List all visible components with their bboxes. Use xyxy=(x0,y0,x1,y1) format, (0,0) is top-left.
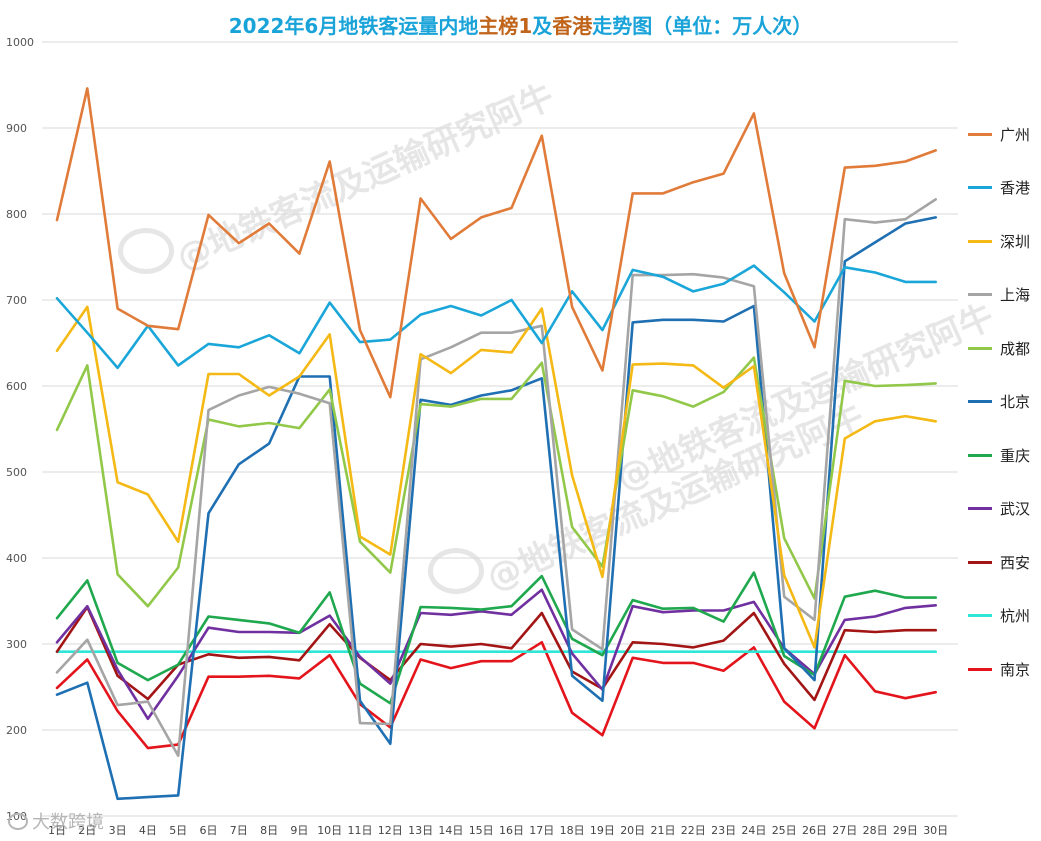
x-tick-label: 13日 xyxy=(408,824,433,837)
x-tick-label: 24日 xyxy=(741,824,766,837)
x-tick-label: 18日 xyxy=(560,824,585,837)
legend-swatch xyxy=(968,400,992,403)
x-tick-label: 30日 xyxy=(923,824,948,837)
x-tick-label: 27日 xyxy=(832,824,857,837)
series-line-2 xyxy=(55,264,938,370)
x-tick-label: 12日 xyxy=(378,824,403,837)
legend-item: 广州 xyxy=(968,124,1030,144)
legend-item: 成都 xyxy=(968,338,1030,358)
x-tick-label: 8日 xyxy=(260,824,278,837)
legend-label: 武汉 xyxy=(1000,500,1031,518)
x-tick-label: 22日 xyxy=(681,824,706,837)
weibo-icon xyxy=(8,812,28,830)
y-tick-label: 400 xyxy=(6,552,27,565)
legend-label: 上海 xyxy=(1000,286,1031,304)
legend-swatch xyxy=(968,186,992,189)
x-tick-label: 6日 xyxy=(200,824,218,837)
x-tick-label: 7日 xyxy=(230,824,248,837)
x-tick-label: 17日 xyxy=(529,824,554,837)
chart-title: 2022年6月地铁客运量内地主榜1及香港走势图（单位：万人次） xyxy=(0,10,1041,39)
y-tick-label: 200 xyxy=(6,724,27,737)
x-tick-label: 21日 xyxy=(651,824,676,837)
title-part: 走势图（单位：万人次） xyxy=(592,14,813,38)
legend-swatch xyxy=(968,239,992,243)
x-tick-label: 11日 xyxy=(348,824,373,837)
legend-item: 北京 xyxy=(968,392,1030,412)
legend-item: 西安 xyxy=(968,552,1030,572)
x-tick-label: 19日 xyxy=(590,824,615,837)
y-tick-label: 800 xyxy=(6,208,27,221)
series-line-4 xyxy=(55,198,938,758)
x-tick-label: 15日 xyxy=(469,824,494,837)
title-part: 主榜1 xyxy=(478,14,533,38)
y-tick-label: 300 xyxy=(6,638,27,651)
y-tick-label: 600 xyxy=(6,380,27,393)
x-tick-label: 9日 xyxy=(290,824,308,837)
legend-label: 杭州 xyxy=(1000,607,1031,625)
series-line-3 xyxy=(55,305,938,649)
legend-swatch xyxy=(968,667,992,671)
y-tick-label: 1000 xyxy=(6,36,34,49)
legend-swatch xyxy=(968,132,992,136)
x-tick-label: 28日 xyxy=(863,824,888,837)
x-tick-label: 29日 xyxy=(893,824,918,837)
series-line-7 xyxy=(55,571,938,705)
x-tick-label: 1日 xyxy=(48,824,66,837)
x-tick-label: 14日 xyxy=(438,824,463,837)
legend-label: 重庆 xyxy=(1000,446,1031,465)
legend-label: 西安 xyxy=(1000,553,1031,572)
legend-item: 杭州 xyxy=(968,606,1030,626)
title-part: 2022年6月地铁客运量内地 xyxy=(228,14,479,38)
x-tick-label: 4日 xyxy=(139,824,157,837)
y-tick-label: 900 xyxy=(6,122,27,135)
footer-watermark-text: 大数跨境 xyxy=(32,812,104,833)
y-tick-label: 700 xyxy=(6,294,27,307)
x-tick-label: 2日 xyxy=(78,824,96,837)
legend-label: 深圳 xyxy=(1000,232,1031,251)
legend-label: 广州 xyxy=(1000,125,1031,144)
legend-swatch xyxy=(968,293,992,296)
legend-swatch xyxy=(968,614,992,617)
x-tick-label: 20日 xyxy=(620,824,645,837)
legend-label: 香港 xyxy=(1000,179,1031,197)
x-tick-label: 3日 xyxy=(109,824,127,837)
legend-label: 成都 xyxy=(1000,339,1031,358)
legend-label: 南京 xyxy=(1000,660,1031,679)
footer-watermark: 大数跨境 xyxy=(8,808,104,834)
legend-item: 南京 xyxy=(968,659,1030,679)
legend-swatch xyxy=(968,560,992,564)
title-part: 香港 xyxy=(552,14,593,38)
x-tick-label: 10日 xyxy=(317,824,342,837)
legend-label: 北京 xyxy=(1000,393,1031,411)
series-line-5 xyxy=(55,356,938,608)
legend-swatch xyxy=(968,507,992,510)
x-tick-label: 23日 xyxy=(711,824,736,837)
series-line-1 xyxy=(55,87,938,399)
x-tick-label: 5日 xyxy=(169,824,187,837)
legend-item: 上海 xyxy=(968,285,1030,305)
x-tick-label: 26日 xyxy=(802,824,827,837)
legend-swatch xyxy=(968,346,992,350)
series-line-6 xyxy=(55,216,938,801)
legend-item: 香港 xyxy=(968,178,1030,198)
y-tick-label: 500 xyxy=(6,466,27,479)
x-tick-label: 25日 xyxy=(772,824,797,837)
series-line-11 xyxy=(55,640,938,750)
x-tick-label: 16日 xyxy=(499,824,524,837)
series-line-9 xyxy=(55,605,938,702)
legend-item: 重庆 xyxy=(968,445,1030,465)
legend-item: 武汉 xyxy=(968,499,1030,519)
legend-swatch xyxy=(968,453,992,457)
title-part: 及 xyxy=(532,14,553,38)
legend-item: 深圳 xyxy=(968,231,1030,251)
